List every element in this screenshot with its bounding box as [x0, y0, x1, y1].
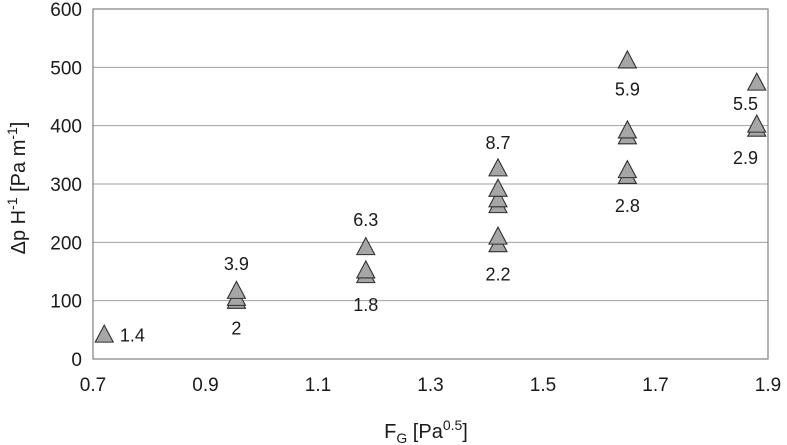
data-point	[355, 259, 376, 279]
data-point	[617, 159, 638, 179]
y-tick-label: 200	[50, 233, 82, 254]
y-tick-label: 600	[50, 0, 82, 21]
data-point	[488, 178, 508, 197]
point-annotation: 5.9	[615, 80, 640, 100]
x-tick-label: 1.1	[305, 375, 331, 396]
y-tick-label: 400	[50, 117, 82, 138]
y-tick-label: 500	[50, 58, 82, 79]
x-tick-label: 1.9	[755, 375, 781, 396]
point-annotation: 6.3	[353, 210, 378, 230]
x-tick-label: 1.5	[530, 375, 556, 396]
x-tick-label: 1.3	[417, 375, 443, 396]
point-annotation: 1.8	[353, 295, 378, 315]
y-axis-tick-labels: 0 100 200 300 400 500 600	[50, 0, 82, 371]
plot-area-border	[92, 8, 769, 360]
data-point	[226, 280, 247, 299]
data-point	[617, 119, 638, 139]
point-annotation: 2	[231, 319, 241, 339]
x-tick-label: 0.7	[80, 375, 106, 396]
grid-lines	[93, 66, 768, 302]
point-annotation: 8.7	[485, 133, 510, 153]
point-annotation: 2.2	[485, 264, 510, 284]
x-axis-title: FG [Pa0.5]	[384, 417, 468, 445]
data-points	[94, 49, 767, 343]
x-axis-tick-labels: 0.7 0.9 1.1 1.3 1.5 1.7 1.9	[80, 375, 781, 396]
data-point	[488, 225, 508, 245]
data-point	[488, 188, 508, 208]
point-annotation: 2.8	[615, 196, 640, 216]
point-annotation: 2.9	[733, 148, 758, 168]
data-point	[94, 323, 115, 343]
y-tick-label: 0	[71, 350, 82, 371]
point-annotation: 5.5	[733, 94, 758, 114]
point-annotation: 3.9	[224, 254, 249, 274]
x-tick-label: 0.9	[192, 375, 218, 396]
data-point	[746, 71, 767, 91]
data-point	[617, 49, 638, 69]
y-tick-label: 300	[50, 175, 82, 196]
data-point	[355, 236, 376, 256]
x-tick-label: 1.7	[642, 375, 668, 396]
data-point	[488, 157, 508, 177]
y-axis-title: Δp H-1 [Pa m-1]	[4, 122, 30, 255]
y-tick-label: 100	[50, 292, 82, 313]
point-annotations: 1.4 3.9 2 6.3 1.8 8.7 2.2 5.9 2.8 5.5 2.9	[120, 80, 758, 346]
point-annotation: 1.4	[120, 326, 145, 346]
data-point	[746, 113, 767, 133]
